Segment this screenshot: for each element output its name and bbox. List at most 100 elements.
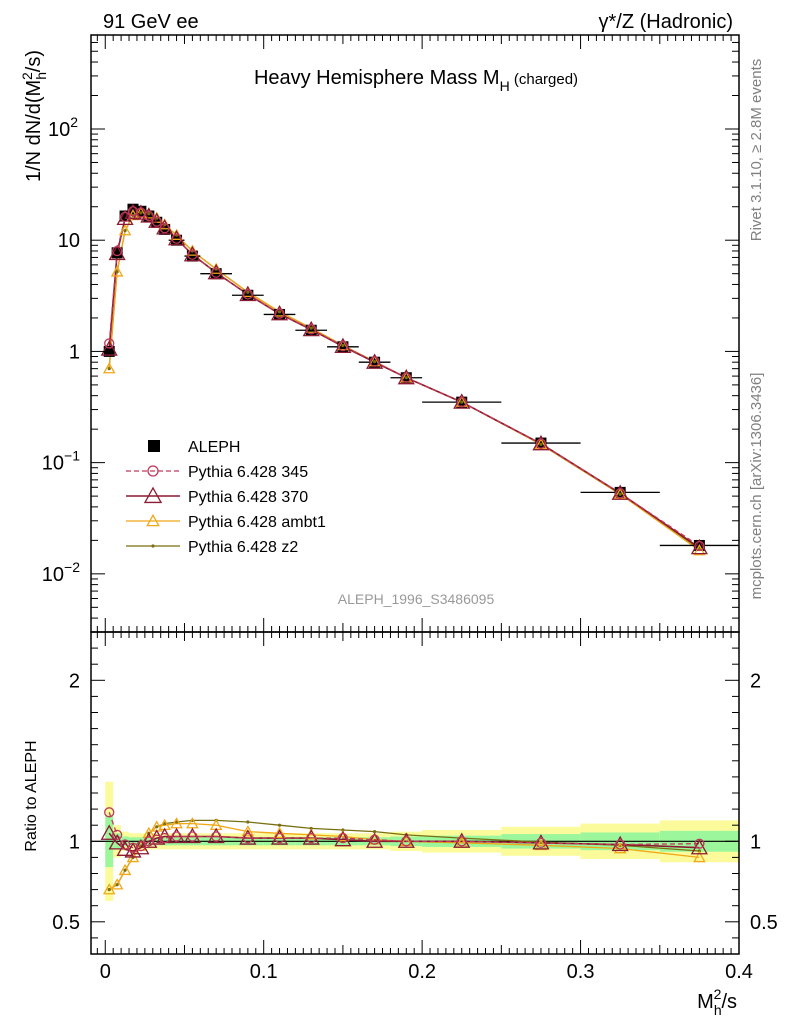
x-tick-label: 0.3 bbox=[567, 961, 595, 983]
ratio-marker-ambt1 bbox=[118, 863, 132, 876]
header-energy-label: 91 GeV ee bbox=[103, 11, 199, 33]
marker-p370 bbox=[611, 484, 629, 500]
marker-p345 bbox=[369, 356, 380, 367]
marker-p345 bbox=[694, 540, 705, 552]
marker-p345 bbox=[187, 249, 198, 260]
marker-p345 bbox=[242, 289, 254, 300]
marker-ambt1 bbox=[102, 362, 116, 374]
ratio-y-tick-label: 0.5 bbox=[52, 912, 80, 934]
ratio-marker-z2 bbox=[277, 823, 282, 827]
x-tick-label: 0 bbox=[100, 961, 111, 983]
marker-z2 bbox=[372, 359, 377, 364]
ratio-marker-ambt1 bbox=[693, 850, 706, 863]
legend-marker-ambt1 bbox=[146, 513, 160, 527]
ratio-marker-p345 bbox=[242, 832, 254, 844]
ratio-marker-p345 bbox=[401, 836, 412, 847]
header-process-label: γ*/Z (Hadronic) bbox=[599, 11, 733, 33]
ratio-marker-p370 bbox=[334, 830, 352, 847]
ratio-plot-frame bbox=[90, 631, 740, 955]
data-point-aleph bbox=[119, 210, 131, 222]
mcplots-label: mcplots.cern.ch [arXiv:1306.3436] bbox=[748, 373, 765, 600]
ratio-marker-p345 bbox=[369, 834, 380, 845]
legend-marker-z2 bbox=[151, 544, 155, 548]
marker-z2 bbox=[309, 326, 313, 330]
ratio-y-tick-label: 2 bbox=[69, 670, 80, 692]
ratio-marker-z2 bbox=[107, 888, 111, 892]
data-point-aleph bbox=[305, 324, 317, 336]
ratio-marker-z2 bbox=[372, 830, 377, 834]
marker-p345 bbox=[337, 340, 349, 352]
ratio-plot-panel: 0.5 0.5 1 1 2 2 0 0.1 0.2 0.3 0.4 Ratio to ALEPH M… bbox=[23, 631, 778, 1018]
ratio-marker-ambt1 bbox=[273, 826, 286, 839]
marker-p370 bbox=[156, 219, 174, 235]
legend: ALEPH Pythia 6.428 345 Pythia 6.428 370 Pyt… bbox=[126, 439, 326, 556]
ratio-marker-p370 bbox=[239, 829, 257, 845]
marker-z2 bbox=[147, 212, 151, 216]
ratio-marker-z2 bbox=[246, 820, 250, 824]
ratio-marker-p345 bbox=[111, 829, 123, 841]
x-tick-label: 0.4 bbox=[725, 961, 753, 983]
analysis-id-label: ALEPH_1996_S3486095 bbox=[338, 591, 495, 607]
x-axis-label: Mh2/s bbox=[697, 986, 737, 1018]
marker-p370 bbox=[167, 229, 186, 246]
marker-z2 bbox=[460, 400, 464, 404]
marker-z2 bbox=[404, 376, 408, 380]
marker-z2 bbox=[115, 270, 119, 274]
ratio-marker-p370 bbox=[366, 832, 384, 848]
marker-p370 bbox=[366, 353, 384, 369]
ratio-y-tick-label-right: 1 bbox=[750, 831, 761, 853]
ratio-marker-p345 bbox=[159, 832, 170, 844]
marker-z2 bbox=[277, 310, 282, 314]
marker-p345 bbox=[401, 372, 412, 383]
marker-p370 bbox=[453, 393, 471, 409]
ratio-marker-p370 bbox=[183, 827, 201, 844]
data-point-aleph bbox=[274, 308, 286, 320]
marker-z2 bbox=[539, 442, 543, 446]
legend-label-p370: Pythia 6.428 370 bbox=[188, 489, 308, 506]
legend-label-ambt1: Pythia 6.428 ambt1 bbox=[188, 514, 326, 531]
ratio-marker-p345 bbox=[104, 807, 115, 818]
marker-p370 bbox=[148, 212, 166, 228]
ratio-marker-p370 bbox=[270, 829, 289, 845]
ratio-marker-p345 bbox=[274, 832, 285, 844]
ratio-marker-p345 bbox=[187, 831, 198, 842]
ratio-marker-p345 bbox=[337, 832, 349, 844]
ratio-marker-p345 bbox=[151, 834, 162, 845]
marker-ambt1 bbox=[110, 265, 124, 277]
ratio-marker-p370 bbox=[397, 832, 415, 848]
marker-p345 bbox=[119, 211, 131, 223]
legend-marker-p345 bbox=[147, 465, 159, 477]
marker-p370 bbox=[690, 538, 708, 555]
ratio-marker-z2 bbox=[115, 883, 119, 887]
data-point-aleph bbox=[143, 210, 155, 222]
marker-p345 bbox=[143, 210, 154, 222]
main-y-tick-label: 102 bbox=[48, 114, 78, 141]
ratio-marker-p370 bbox=[532, 834, 550, 850]
marker-p345 bbox=[151, 216, 162, 227]
legend-label-z2: Pythia 6.428 z2 bbox=[188, 539, 298, 556]
marker-p345 bbox=[306, 324, 317, 335]
ratio-marker-p345 bbox=[694, 838, 705, 849]
ratio-y-tick-label-right: 0.5 bbox=[750, 912, 778, 934]
marker-p370 bbox=[239, 285, 257, 302]
main-y-axis-label: 1/N dN/d(Mh2/s) bbox=[19, 50, 49, 182]
marker-z2 bbox=[107, 367, 111, 371]
data-point-aleph bbox=[103, 345, 115, 357]
ratio-marker-p345 bbox=[306, 832, 317, 844]
marker-z2 bbox=[341, 343, 345, 348]
ratio-marker-z2 bbox=[123, 868, 127, 872]
marker-p345 bbox=[171, 233, 182, 244]
ratio-marker-p345 bbox=[456, 836, 467, 847]
marker-p370 bbox=[334, 337, 352, 354]
marker-z2 bbox=[618, 492, 622, 496]
data-point-aleph bbox=[614, 486, 626, 498]
marker-z2 bbox=[139, 211, 143, 215]
marker-ambt1 bbox=[336, 339, 350, 351]
marker-p370 bbox=[116, 209, 134, 226]
marker-p370 bbox=[397, 368, 415, 385]
data-point-aleph bbox=[242, 289, 254, 301]
ratio-marker-p345 bbox=[127, 842, 139, 853]
marker-p370 bbox=[183, 245, 201, 262]
data-point-aleph bbox=[111, 247, 123, 259]
marker-z2 bbox=[123, 228, 127, 233]
